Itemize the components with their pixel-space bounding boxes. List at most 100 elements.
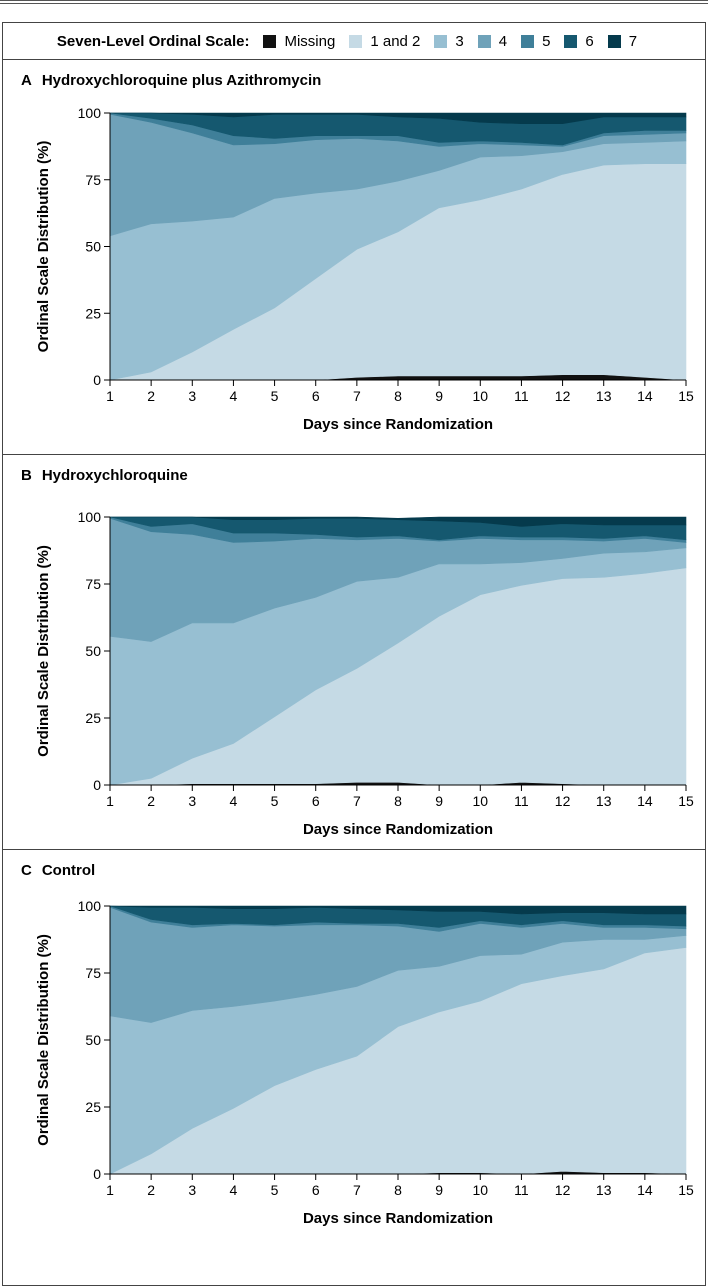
panel-letter: B <box>21 467 32 484</box>
x-tick-label: 15 <box>678 388 694 404</box>
x-tick-label: 6 <box>312 388 320 404</box>
x-tick-label: 15 <box>678 793 694 809</box>
y-tick-label: 0 <box>93 777 101 793</box>
y-tick-label: 100 <box>78 509 102 525</box>
y-tick-label: 50 <box>85 643 101 659</box>
x-tick-label: 13 <box>596 793 612 809</box>
legend-label-missing: Missing <box>284 32 336 50</box>
x-tick-label: 4 <box>230 388 238 404</box>
x-tick-label: 13 <box>596 388 612 404</box>
x-tick-label: 14 <box>637 1182 653 1198</box>
legend-item-3: 3 <box>434 32 464 50</box>
x-tick-label: 14 <box>637 793 653 809</box>
x-tick-label: 12 <box>555 388 571 404</box>
legend-label-5: 5 <box>542 32 551 50</box>
x-tick-label: 1 <box>106 1182 114 1198</box>
x-tick-label: 4 <box>230 1182 238 1198</box>
area-series-7 <box>110 112 687 124</box>
panel-title-text: Control <box>41 862 96 879</box>
x-tick-label: 12 <box>555 793 571 809</box>
x-tick-label: 4 <box>230 793 238 809</box>
x-tick-label: 2 <box>147 388 155 404</box>
x-tick-label: 2 <box>147 1182 155 1198</box>
x-tick-label: 5 <box>271 388 279 404</box>
y-axis-label: Ordinal Scale Distribution (%) <box>35 934 52 1146</box>
panel-c: C Control 0 25 50 75 100 1 2 3 4 5 6 7 8 9 10 11 12 13 14 15… <box>2 850 706 1286</box>
legend-swatch-6 <box>564 34 578 48</box>
panel-letter: C <box>21 862 32 879</box>
x-tick-label: 1 <box>106 793 114 809</box>
x-tick-label: 5 <box>271 1182 279 1198</box>
area-series-7 <box>110 516 687 527</box>
x-tick-label: 6 <box>312 793 320 809</box>
y-tick-label: 100 <box>78 898 102 914</box>
legend-title: Seven-Level Ordinal Scale: <box>56 32 250 50</box>
panel-title: C Control <box>21 862 95 879</box>
legend-swatch-3 <box>434 34 448 48</box>
y-tick-label: 100 <box>78 105 102 121</box>
x-tick-label: 11 <box>514 793 529 809</box>
y-tick-label: 75 <box>85 172 101 188</box>
x-tick-label: 9 <box>435 793 443 809</box>
x-tick-label: 2 <box>147 793 155 809</box>
y-tick-label: 75 <box>85 965 101 981</box>
x-tick-label: 8 <box>394 388 402 404</box>
legend-label-6: 6 <box>585 32 594 50</box>
x-tick-label: 3 <box>188 793 196 809</box>
x-tick-label: 7 <box>353 1182 361 1198</box>
legend-label-7: 7 <box>628 32 638 50</box>
legend-item-1-and-2: 1 and 2 <box>349 33 420 50</box>
panel-letter: A <box>21 72 32 89</box>
legend-swatch-7 <box>607 34 621 48</box>
x-tick-label: 3 <box>188 388 196 404</box>
x-tick-label: 11 <box>514 388 529 404</box>
panel-title: A Hydroxychloroquine plus Azithromycin <box>21 72 321 89</box>
x-tick-label: 13 <box>596 1182 612 1198</box>
x-tick-label: 7 <box>353 388 361 404</box>
legend-item-5: 5 <box>521 33 550 50</box>
x-tick-label: 8 <box>394 793 402 809</box>
x-tick-label: 12 <box>555 1182 571 1198</box>
x-tick-label: 9 <box>435 388 443 404</box>
y-tick-label: 50 <box>85 1032 101 1048</box>
x-tick-label: 10 <box>472 793 488 809</box>
y-tick-label: 0 <box>93 372 101 388</box>
legend-item-7: 7 <box>607 32 638 50</box>
legend-item-missing: Missing <box>263 33 335 50</box>
panel-a: A Hydroxychloroquine plus Azithromycin 0 2… <box>2 60 706 455</box>
x-tick-label: 11 <box>514 1182 529 1198</box>
x-tick-label: 7 <box>353 793 361 809</box>
x-tick-label: 10 <box>472 388 488 404</box>
legend: Seven-Level Ordinal Scale: Missing 1 and… <box>2 22 706 60</box>
panel-b: B Hydroxychloroquine 0 25 50 75 100 1 2 3 4 5 6 7 8 9 1… <box>2 455 706 850</box>
x-tick-label: 1 <box>106 388 114 404</box>
x-axis-label: Days since Randomization <box>303 821 493 838</box>
x-tick-label: 9 <box>435 1182 443 1198</box>
legend-swatch-4 <box>477 34 491 48</box>
y-tick-label: 25 <box>85 710 101 726</box>
x-tick-label: 5 <box>271 793 279 809</box>
panel-title-text: Hydroxychloroquine plus Azithromycin <box>41 72 322 89</box>
y-axis-label: Ordinal Scale Distribution (%) <box>35 141 52 353</box>
x-tick-label: 6 <box>312 1182 320 1198</box>
y-tick-label: 50 <box>85 239 101 255</box>
area-series-7 <box>109 905 687 915</box>
panel-title-text: Hydroxychloroquine <box>41 467 188 484</box>
legend-label-4: 4 <box>498 32 508 50</box>
y-tick-label: 0 <box>93 1166 101 1182</box>
y-axis-label: Ordinal Scale Distribution (%) <box>35 545 52 757</box>
legend-swatch-missing <box>263 34 277 48</box>
legend-label-1-and-2: 1 and 2 <box>370 32 421 50</box>
y-tick-label: 25 <box>85 305 101 321</box>
x-tick-label: 8 <box>394 1182 402 1198</box>
x-axis-label: Days since Randomization <box>303 416 493 433</box>
x-tick-label: 15 <box>678 1182 694 1198</box>
x-tick-label: 10 <box>472 1182 488 1198</box>
legend-label-3: 3 <box>455 32 464 50</box>
legend-item-4: 4 <box>477 32 508 50</box>
legend-item-6: 6 <box>564 32 594 50</box>
x-axis-label: Days since Randomization <box>303 1210 493 1227</box>
